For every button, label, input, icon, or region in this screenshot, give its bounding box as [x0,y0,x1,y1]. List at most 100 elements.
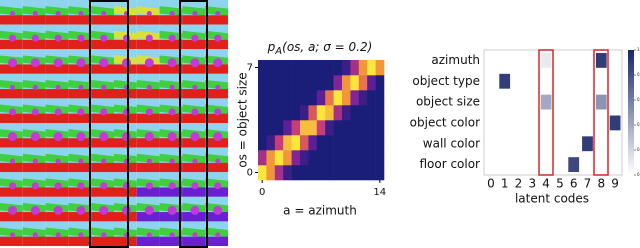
wall [182,153,206,164]
object [122,132,132,142]
heatmap-cell [300,60,309,76]
row-label: wall color [423,136,480,150]
floor [68,89,92,99]
floor [91,162,114,173]
object [32,11,38,17]
heatmap-cell [283,150,292,166]
heatmap-cell [283,60,292,76]
object [145,182,153,190]
object [10,232,16,238]
object [9,182,17,190]
heatmap-cell [300,90,309,106]
object [30,58,40,68]
x-tick-label: 3 [528,177,536,191]
heatmap-cell [300,120,309,136]
floor [136,187,160,197]
heatmap-cell [358,75,368,91]
object [8,132,18,142]
object [53,58,63,68]
floor [0,15,23,25]
heatmap-cell [266,150,276,166]
wall [205,6,228,16]
heatmap-cell [367,135,376,151]
wall [45,227,69,238]
colorbar-band [628,128,634,132]
floor [205,15,228,25]
floor [182,212,206,222]
highlight-box [179,0,208,248]
object [101,84,107,90]
heatmap-cell [316,120,326,136]
heatmap-cell [274,60,284,76]
heatmap-cell [291,105,301,121]
wall [159,153,183,164]
floor [182,138,206,148]
object [31,108,39,116]
heatmap-cell [342,90,351,106]
x-tick-label: 1 [501,177,509,191]
object [101,158,107,164]
floor [45,15,69,25]
floor [205,138,228,148]
x-tick-label: 0 [259,187,265,198]
wall [45,153,69,164]
heatmap-cell [316,150,326,166]
object [190,132,200,142]
colorbar-band [628,150,634,154]
object [10,11,16,17]
floor [45,113,69,123]
object [100,182,108,190]
object [192,84,198,90]
wall [205,79,228,90]
colorbar-band [628,100,634,104]
heatmap-cell [350,120,360,136]
object [145,108,153,116]
object [53,205,63,215]
colorbar-band [628,81,634,85]
floor [114,236,137,246]
floor [205,162,228,173]
heatmap-cell [350,75,360,91]
object [53,132,63,142]
object [31,182,39,190]
heatmap-cell [258,90,267,106]
object [55,232,61,238]
title-text: p [267,40,276,54]
object [190,58,200,68]
colorbar-band [628,68,634,73]
floor [114,113,137,123]
heatmap-cell [358,120,368,136]
heatmap-cell [358,135,368,151]
floor [136,138,160,148]
object [169,232,175,238]
floor [0,212,23,222]
object [144,132,154,142]
floor [136,64,160,74]
floor [159,236,183,246]
x-tick-label: 0 [487,177,495,191]
floor [22,236,46,246]
floor [68,187,92,197]
floor [205,187,228,197]
x-axis-label: a = azimuth [283,204,357,218]
heatmap-cell [333,60,343,76]
colorbar-band [628,156,634,160]
heatmap-cell [266,75,276,91]
colorbar-band [628,171,634,176]
heatmap-cell [375,135,385,151]
heatmap-cell [375,150,385,166]
floor [136,39,160,50]
colorbar-band [628,71,634,76]
heatmap-cell [300,135,309,151]
object [55,84,61,90]
floor [91,89,114,99]
wall [0,227,23,238]
object [99,205,109,215]
floor [114,138,137,148]
wall [159,79,183,90]
heatmap-cell [325,105,334,121]
heatmap-cell [274,75,284,91]
object [215,232,221,238]
heatmap-cell [308,90,318,106]
